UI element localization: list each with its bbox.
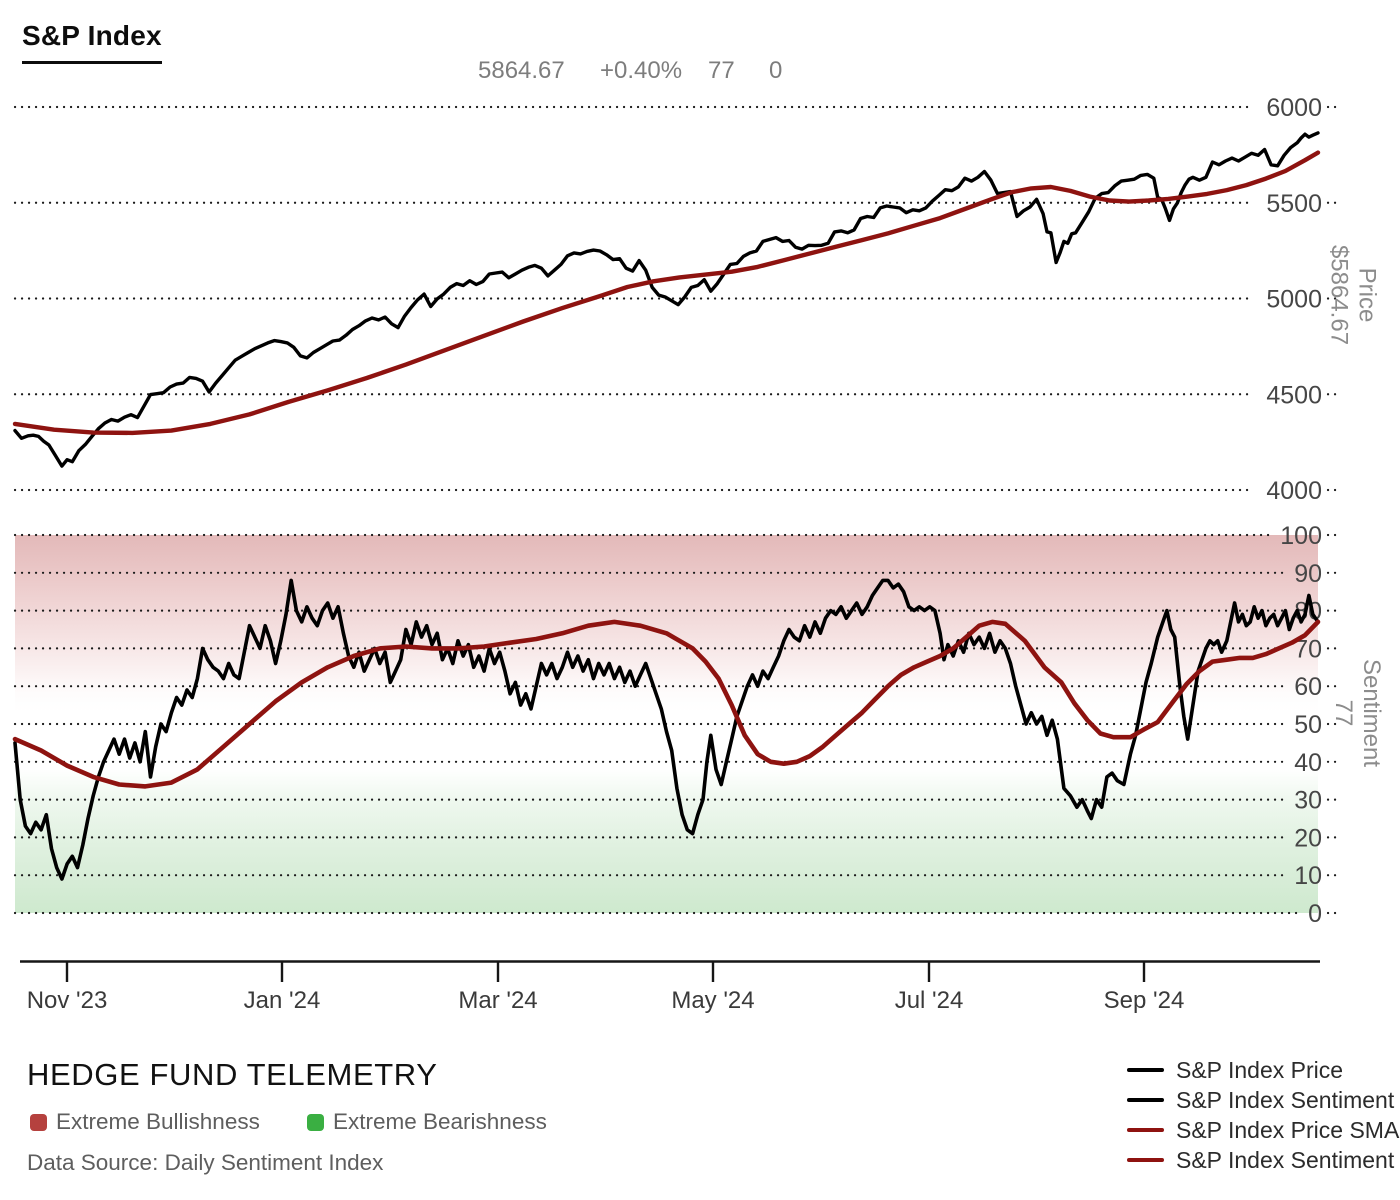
sentiment-sma-swatch-icon — [1127, 1158, 1164, 1162]
svg-text:90: 90 — [1294, 560, 1322, 588]
price-line-swatch-icon — [1127, 1068, 1164, 1072]
svg-text:40: 40 — [1294, 749, 1322, 777]
svg-text:0: 0 — [1308, 900, 1322, 928]
svg-text:5000: 5000 — [1266, 286, 1322, 314]
sentiment-sma-line — [12, 619, 1321, 789]
price-line — [13, 131, 1320, 468]
page-title: S&P Index — [22, 20, 162, 64]
bearishness-label: Extreme Bearishness — [333, 1109, 547, 1134]
series-legend: S&P Index Price S&P Index Sentiment S&P … — [1127, 1055, 1400, 1175]
svg-text:100: 100 — [1280, 522, 1322, 550]
title-wrap: S&P Index — [22, 20, 162, 64]
legend-item-sentiment-sma: S&P Index Sentiment SMA — [1127, 1145, 1400, 1175]
legend-item-label: S&P Index Price SMA — [1176, 1116, 1400, 1143]
sentiment-axis-title: Sentiment 77 — [1329, 648, 1385, 778]
svg-text:6000: 6000 — [1266, 94, 1322, 122]
sentiment-axis-current-value: 77 — [1330, 699, 1357, 727]
price-axis-title-label: Price — [1353, 267, 1381, 323]
x-axis: Nov '23 Jan '24 Mar '24 May '24 Jul '24 Sep '… — [20, 960, 1320, 1014]
svg-text:May '24: May '24 — [671, 987, 754, 1014]
sentiment-axis-title-label: Sentiment — [1358, 658, 1385, 768]
svg-text:30: 30 — [1294, 787, 1322, 815]
legend-item-label: S&P Index Sentiment SMA — [1176, 1146, 1400, 1173]
stat-last-price: 5864.67 — [478, 57, 565, 84]
legend-item-label: S&P Index Price — [1176, 1056, 1344, 1083]
price-axis-title: Price $5864.67 — [1325, 233, 1381, 358]
legend-item-sentiment: S&P Index Sentiment — [1127, 1085, 1400, 1115]
svg-text:4500: 4500 — [1266, 381, 1322, 409]
bullishness-label: Extreme Bullishness — [56, 1109, 260, 1134]
svg-text:10: 10 — [1294, 862, 1322, 890]
svg-text:Mar '24: Mar '24 — [458, 987, 537, 1014]
svg-text:4000: 4000 — [1266, 477, 1322, 505]
bullishness-swatch-icon — [30, 1113, 47, 1131]
price-gridlines: 6000 5500 5000 4500 4000 — [13, 94, 1339, 505]
legend-extreme-bullishness: Extreme Bullishness — [30, 1109, 260, 1135]
svg-text:Jan '24: Jan '24 — [244, 987, 321, 1014]
stat-sentiment-value: 77 — [708, 57, 735, 84]
svg-text:5500: 5500 — [1266, 190, 1322, 218]
data-source-note: Data Source: Daily Sentiment Index — [27, 1150, 384, 1175]
svg-text:Jul '24: Jul '24 — [895, 987, 964, 1014]
sentiment-line-swatch-icon — [1127, 1098, 1164, 1102]
svg-text:20: 20 — [1294, 824, 1322, 852]
price-sma-swatch-icon — [1127, 1128, 1164, 1132]
legend-item-label: S&P Index Sentiment — [1176, 1086, 1395, 1113]
svg-text:Nov '23: Nov '23 — [27, 987, 108, 1014]
price-axis-current-value: $5864.67 — [1325, 244, 1353, 346]
svg-text:60: 60 — [1294, 673, 1322, 701]
svg-text:Sep '24: Sep '24 — [1104, 987, 1185, 1014]
header-stats: 5864.67 +0.40% 77 0 — [478, 57, 782, 85]
bearishness-swatch-icon — [307, 1113, 324, 1131]
stat-extra-value: 0 — [769, 57, 783, 84]
price-sma-line — [12, 150, 1321, 436]
legend-item-price: S&P Index Price — [1127, 1055, 1400, 1085]
legend-item-price-sma: S&P Index Price SMA — [1127, 1115, 1400, 1145]
brand-title: HEDGE FUND TELEMETRY — [27, 1057, 438, 1092]
stat-change-percent: +0.40% — [600, 57, 683, 84]
svg-text:50: 50 — [1294, 711, 1322, 739]
legend-extreme-bearishness: Extreme Bearishness — [307, 1109, 547, 1135]
